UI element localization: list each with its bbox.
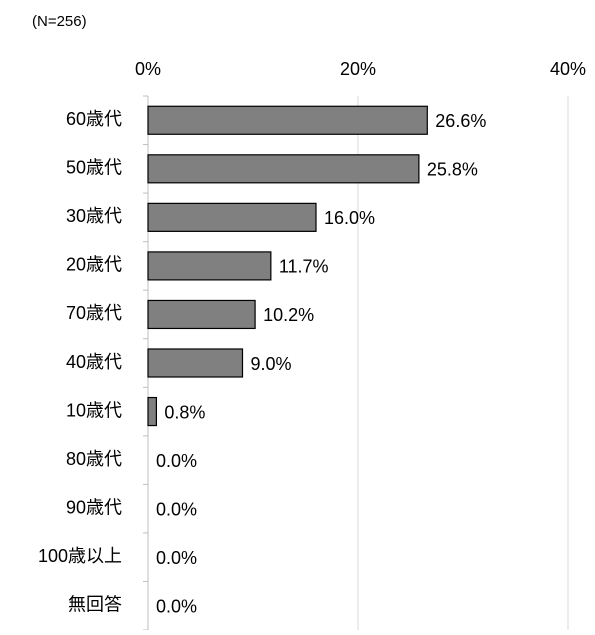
data-label: 0.0%	[156, 451, 197, 471]
x-tick-label: 20%	[340, 59, 376, 79]
data-label: 16.0%	[324, 208, 375, 228]
data-label: 25.8%	[427, 160, 478, 180]
y-tick-label: 60歳代	[66, 109, 122, 129]
bar	[147, 105, 428, 135]
x-tick-label: 40%	[550, 59, 586, 79]
y-tick-label: 50歳代	[66, 158, 122, 178]
chart-subtitle: (N=256)	[32, 13, 87, 30]
y-tick-label: 20歳代	[66, 255, 122, 275]
y-tick-label: 無回答	[68, 594, 122, 614]
bar	[147, 154, 420, 184]
y-tick-label: 30歳代	[66, 206, 122, 226]
data-label: 0.8%	[164, 402, 205, 422]
y-tick-label: 80歳代	[66, 449, 122, 469]
bar	[147, 299, 256, 330]
x-tick-label: 0%	[135, 59, 161, 79]
data-label: 0.0%	[156, 596, 197, 616]
data-label: 11.7%	[279, 257, 329, 277]
bar	[147, 396, 157, 427]
data-label: 26.6%	[435, 111, 486, 131]
data-label: 0.0%	[156, 499, 197, 519]
y-tick-label: 100歳以上	[38, 546, 122, 566]
y-tick-label: 90歳代	[66, 497, 122, 517]
bar	[147, 251, 272, 281]
bar	[147, 202, 317, 232]
y-tick-label: 70歳代	[66, 303, 122, 323]
y-tick-label: 40歳代	[66, 352, 122, 372]
data-label: 9.0%	[251, 354, 292, 374]
data-label: 0.0%	[156, 548, 197, 568]
bar	[147, 348, 244, 378]
y-tick-label: 10歳代	[66, 400, 122, 420]
data-label: 10.2%	[263, 305, 314, 325]
